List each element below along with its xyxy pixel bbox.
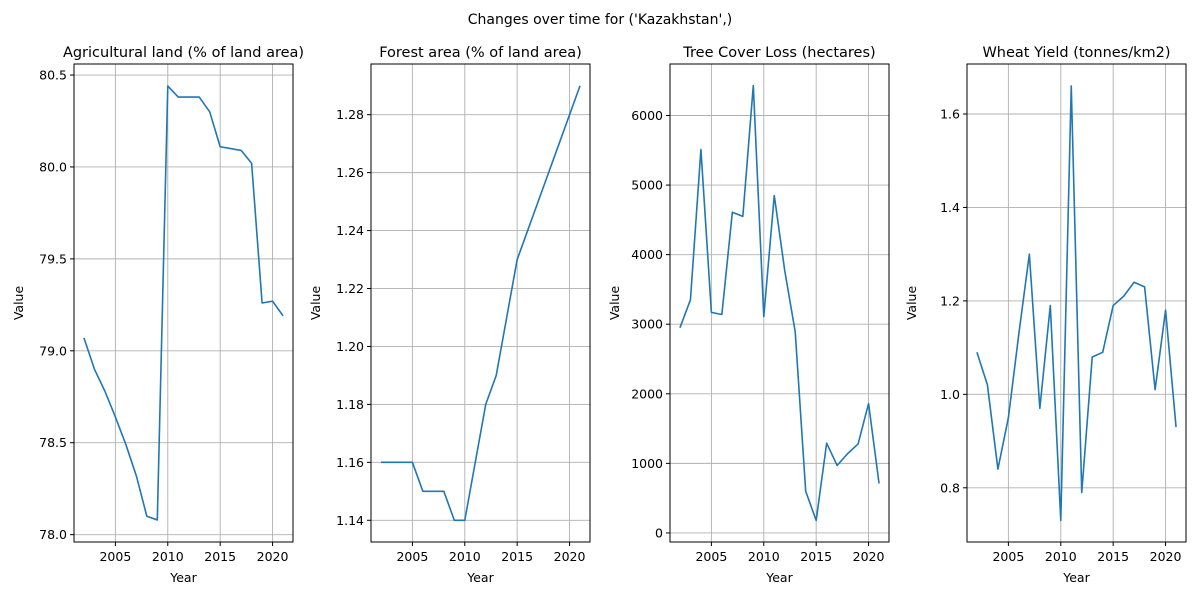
y-tick-label: 79.0 bbox=[39, 343, 67, 358]
subplot-1: 2005 2010 2015 2020 78.0 78.5 79.0 79.5 80.0 80.5… bbox=[11, 45, 304, 585]
x-tick-label: 2020 bbox=[554, 549, 586, 564]
y-axis-label: Value bbox=[607, 286, 622, 321]
subplot-3: 2005 2010 2015 2020 0 1000 2000 3000 4000 5000 600… bbox=[607, 45, 890, 585]
x-tick-label: 2015 bbox=[1097, 549, 1129, 564]
y-tick-label: 78.0 bbox=[39, 527, 67, 542]
x-tick-label: 2020 bbox=[853, 549, 885, 564]
y-axis-label: Value bbox=[904, 286, 919, 321]
y-tick-label: 1.6 bbox=[940, 106, 960, 121]
subplot-4: 2005 2010 2015 2020 0.8 1.0 1.2 1.4 1.6 Wheat Yie… bbox=[904, 45, 1187, 585]
axes-frame bbox=[73, 63, 294, 543]
axes-frame bbox=[669, 63, 890, 543]
axes-frame bbox=[966, 63, 1187, 543]
series-line bbox=[679, 84, 880, 522]
figure-suptitle: Changes over time for ('Kazakhstan',) bbox=[468, 12, 733, 28]
x-axis-label: Year bbox=[466, 570, 494, 585]
x-tick-label: 2015 bbox=[800, 549, 832, 564]
series-line bbox=[83, 85, 284, 521]
x-axis-label: Year bbox=[169, 570, 197, 585]
series-line bbox=[976, 85, 1177, 522]
x-axis-label: Year bbox=[765, 570, 793, 585]
y-tick-label: 79.5 bbox=[39, 251, 67, 266]
y-tick-label: 1.22 bbox=[336, 281, 364, 296]
y-tick-label: 80.0 bbox=[39, 159, 67, 174]
y-tick-label: 1.0 bbox=[940, 387, 960, 402]
axes-frame bbox=[370, 63, 591, 543]
y-tick-label: 1.26 bbox=[336, 165, 364, 180]
y-axis-label: Value bbox=[308, 286, 323, 321]
y-tick-label: 1.14 bbox=[336, 513, 364, 528]
y-tick-label: 3000 bbox=[631, 317, 663, 332]
y-tick-label: 80.5 bbox=[39, 68, 67, 83]
subplot-2: 2005 2010 2015 2020 1.14 1.16 1.18 1.20 1.22 1.24… bbox=[308, 45, 591, 585]
x-tick-label: 2005 bbox=[695, 549, 727, 564]
y-tick-label: 1.18 bbox=[336, 397, 364, 412]
y-tick-label: 1.16 bbox=[336, 455, 364, 470]
x-tick-label: 2010 bbox=[748, 549, 780, 564]
x-tick-label: 2010 bbox=[449, 549, 481, 564]
x-tick-label: 2005 bbox=[99, 549, 131, 564]
y-tick-label: 1000 bbox=[631, 456, 663, 471]
y-axis-label: Value bbox=[11, 286, 26, 321]
x-tick-label: 2005 bbox=[992, 549, 1024, 564]
x-tick-label: 2005 bbox=[396, 549, 428, 564]
y-tick-label: 2000 bbox=[631, 386, 663, 401]
x-tick-label: 2010 bbox=[152, 549, 184, 564]
x-tick-label: 2015 bbox=[204, 549, 236, 564]
y-tick-label: 1.28 bbox=[336, 107, 364, 122]
y-tick-label: 5000 bbox=[631, 178, 663, 193]
y-tick-label: 78.5 bbox=[39, 435, 67, 450]
y-tick-label: 4000 bbox=[631, 247, 663, 262]
y-tick-label: 1.2 bbox=[940, 293, 960, 308]
y-tick-label: 6000 bbox=[631, 108, 663, 123]
series-line bbox=[380, 85, 581, 522]
x-axis-label: Year bbox=[1062, 570, 1090, 585]
y-tick-label: 1.24 bbox=[336, 223, 364, 238]
x-tick-label: 2020 bbox=[257, 549, 289, 564]
subplot-title: Tree Cover Loss (hectares) bbox=[682, 45, 875, 61]
x-tick-label: 2020 bbox=[1150, 549, 1182, 564]
y-tick-label: 0.8 bbox=[940, 480, 960, 495]
x-tick-label: 2015 bbox=[501, 549, 533, 564]
y-tick-label: 1.20 bbox=[336, 339, 364, 354]
subplot-title: Agricultural land (% of land area) bbox=[63, 45, 304, 61]
subplot-title: Wheat Yield (tonnes/km2) bbox=[982, 45, 1170, 61]
x-tick-label: 2010 bbox=[1045, 549, 1077, 564]
y-tick-label: 0 bbox=[655, 525, 663, 540]
subplots: 2005 2010 2015 2020 78.0 78.5 79.0 79.5 80.0 80.5… bbox=[11, 45, 1187, 585]
subplot-title: Forest area (% of land area) bbox=[379, 45, 582, 61]
y-tick-label: 1.4 bbox=[940, 200, 960, 215]
